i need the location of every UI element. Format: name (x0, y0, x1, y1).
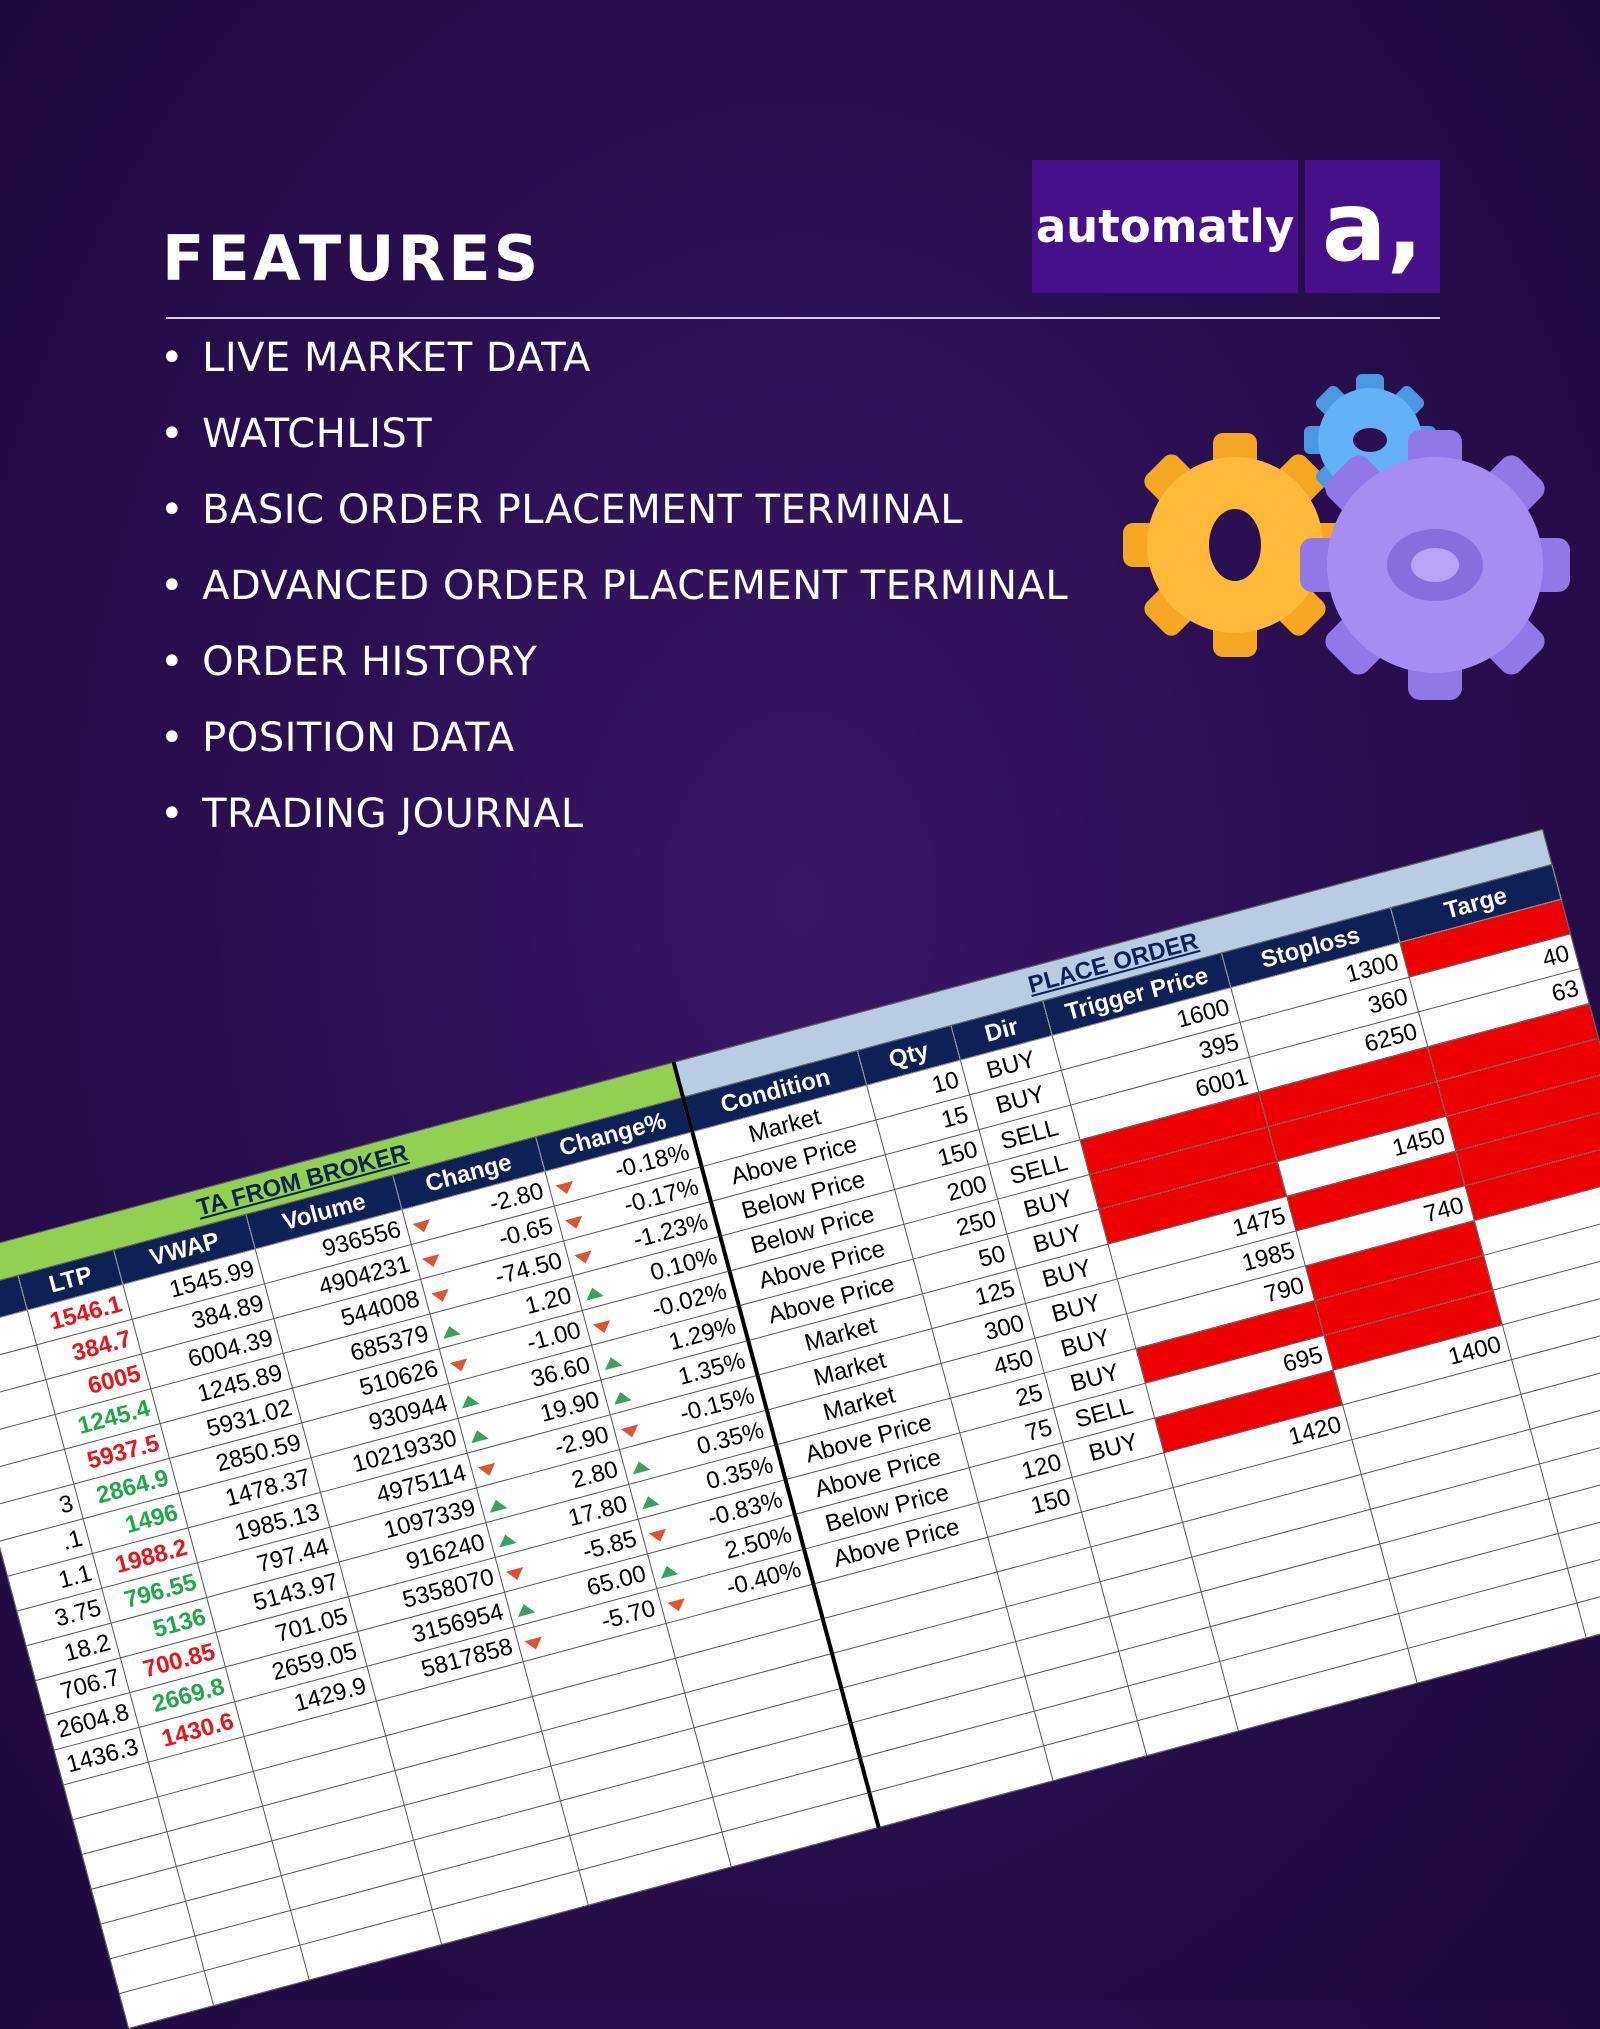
feature-item: BASIC ORDER PLACEMENT TERMINAL (160, 484, 1068, 560)
trend-arrow (554, 1180, 576, 1196)
feature-item: ORDER HISTORY (160, 636, 1068, 712)
trend-arrow (610, 1389, 632, 1405)
feature-item: ADVANCED ORDER PLACEMENT TERMINAL (160, 560, 1068, 636)
cell-text: 150 (1027, 1483, 1074, 1520)
cell-text: 790 (1261, 1271, 1307, 1308)
cell-text: 300 (981, 1309, 1027, 1346)
trend-arrow (564, 1215, 585, 1231)
trend-arrow (592, 1319, 613, 1335)
trend-arrow (477, 1462, 498, 1478)
trend-arrow (657, 1563, 678, 1579)
logo-mark: a, (1305, 160, 1440, 293)
trend-arrow (458, 1392, 480, 1408)
trend-arrow (505, 1566, 526, 1582)
trend-arrow (486, 1497, 508, 1513)
gear-orange (1123, 433, 1347, 657)
cell-text: 120 (1018, 1448, 1065, 1485)
trend-arrow (666, 1597, 688, 1614)
cell-text: 50 (975, 1239, 1009, 1273)
cell-text: 740 (1420, 1191, 1467, 1228)
divider (166, 317, 1440, 319)
cell-text: 25 (1012, 1378, 1046, 1412)
feature-item: LIVE MARKET DATA (160, 332, 1068, 408)
cell-text: 63 (1548, 974, 1582, 1008)
cell-text: 395 (1196, 1027, 1242, 1065)
cell-text: 360 (1365, 982, 1411, 1020)
cell-text: 250 (953, 1204, 1000, 1242)
cell-text: 450 (990, 1343, 1037, 1381)
trend-arrow (629, 1458, 650, 1475)
trend-arrow (620, 1424, 641, 1440)
trend-arrow (468, 1427, 489, 1443)
gears-illustration (1123, 374, 1570, 700)
cell-text: 10 (928, 1065, 962, 1099)
cell-text: 150 (934, 1135, 981, 1172)
cell-text: 15 (938, 1100, 972, 1134)
trend-arrow (421, 1253, 442, 1269)
trend-arrow (638, 1493, 660, 1509)
cell-text: .1 (59, 1524, 86, 1556)
trend-arrow (430, 1288, 452, 1304)
trend-arrow (648, 1528, 669, 1544)
trend-arrow (440, 1323, 461, 1339)
feature-item: POSITION DATA (160, 712, 1068, 788)
cell-text: 1.1 (55, 1558, 95, 1594)
trend-arrow (449, 1357, 470, 1374)
trend-arrow (524, 1636, 545, 1652)
order-sheet: TA FROM BROKER PLACE ORDER LTP VWAP Volume Ch… (0, 828, 1600, 2029)
cell-text: 200 (944, 1170, 990, 1207)
title: FEATURES (162, 222, 542, 295)
cell-text: 40 (1539, 939, 1573, 973)
trend-arrow (573, 1250, 594, 1266)
gear-purple (1300, 430, 1570, 700)
feature-item: WATCHLIST (160, 408, 1068, 484)
trend-arrow (514, 1601, 536, 1617)
cell-text: 3 (56, 1489, 77, 1519)
trend-arrow (582, 1284, 604, 1301)
trend-arrow (601, 1354, 622, 1370)
cell-text: 695 (1279, 1340, 1326, 1378)
feature-item: TRADING JOURNAL (160, 788, 1068, 864)
trend-arrow (412, 1218, 433, 1235)
logo-text: automatly (1032, 160, 1298, 293)
trend-arrow (496, 1531, 517, 1548)
cell-text: 125 (972, 1274, 1018, 1311)
spreadsheet: TA FROM BROKER PLACE ORDER LTP VWAP Volume Ch… (0, 828, 1600, 2029)
feature-list: LIVE MARKET DATAWATCHLISTBASIC ORDER PLA… (160, 332, 1068, 864)
cell-text: 75 (1022, 1413, 1055, 1447)
